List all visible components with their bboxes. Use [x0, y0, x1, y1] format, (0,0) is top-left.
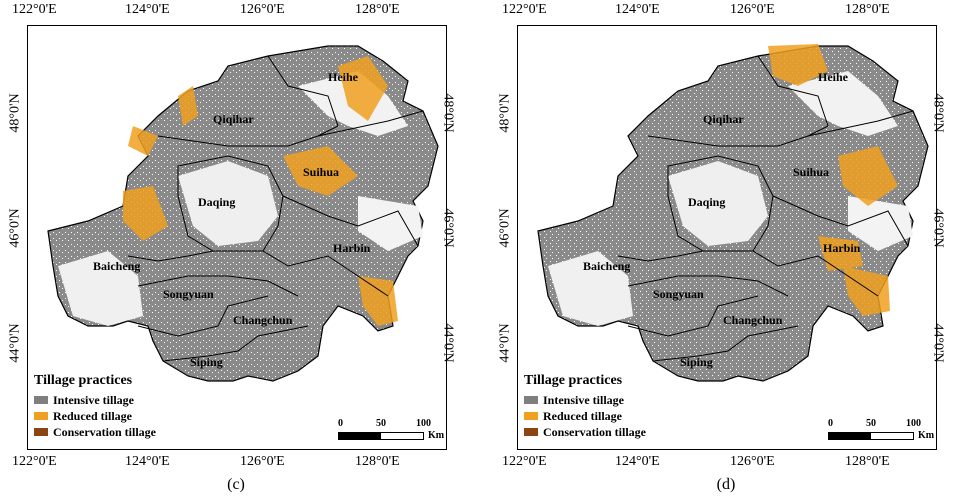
legend-item: Reduced tillage — [34, 408, 156, 424]
panel-caption: (d) — [716, 476, 736, 493]
lat-label: 44°0'N — [7, 323, 23, 363]
lon-label: 124°0'E — [615, 454, 660, 469]
city-boundaries — [127, 55, 424, 362]
lat-label: 44°0'N — [930, 323, 946, 363]
lat-label: 46°0'N — [930, 208, 946, 248]
region-label: Songyuan — [653, 287, 704, 301]
lon-label: 122°0'E — [12, 454, 57, 469]
lon-label: 128°0'E — [845, 2, 890, 17]
lon-label: 124°0'E — [615, 2, 660, 17]
lon-label: 128°0'E — [355, 454, 400, 469]
region-label: Baicheng — [93, 259, 140, 273]
panel-caption: (c) — [227, 476, 245, 493]
reduced-tillage-areas — [768, 44, 898, 316]
legend-title: Tillage practices — [34, 373, 133, 388]
lon-label: 126°0'E — [240, 2, 285, 17]
region-label: Siping — [190, 355, 223, 369]
region-label: Heihe — [818, 70, 849, 84]
legend-title: Tillage practices — [524, 373, 623, 388]
legend-item: Intensive tillage — [524, 392, 646, 408]
region-label: Harbin — [333, 241, 371, 255]
region-label: Songyuan — [163, 287, 214, 301]
lon-label: 126°0'E — [730, 2, 775, 17]
legend-item: Conservation tillage — [34, 424, 156, 440]
region-label: Qiqihar — [703, 112, 744, 126]
lon-label: 126°0'E — [240, 454, 285, 469]
lon-label: 128°0'E — [355, 2, 400, 17]
legend-item: Conservation tillage — [524, 424, 646, 440]
reduced-tillage-areas — [123, 56, 398, 326]
lat-label: 44°0'N — [440, 323, 456, 363]
region-label: Harbin — [823, 241, 861, 255]
lon-label: 122°0'E — [502, 2, 547, 17]
region-label: Daqing — [688, 195, 725, 209]
lon-label: 124°0'E — [125, 2, 170, 17]
region-label: Daqing — [198, 195, 235, 209]
region-label: Baicheng — [583, 259, 630, 273]
swatch-conservation — [524, 428, 538, 436]
lon-label: 122°0'E — [12, 2, 57, 17]
legend: Tillage practices Intensive tillage Redu… — [524, 373, 646, 440]
map-panel-d: 122°0'E 124°0'E 126°0'E 128°0'E — [497, 0, 966, 502]
lon-label: 128°0'E — [845, 454, 890, 469]
swatch-reduced — [524, 412, 538, 420]
lat-label: 46°0'N — [440, 208, 456, 248]
non-cropland — [58, 251, 143, 326]
non-cropland — [358, 196, 423, 251]
swatch-conservation — [34, 428, 48, 436]
region-label: Suihua — [303, 165, 339, 179]
legend-item: Intensive tillage — [34, 392, 156, 408]
lat-label: 48°0'N — [7, 93, 23, 133]
non-cropland — [668, 161, 768, 246]
lat-label: 46°0'N — [7, 208, 23, 248]
city-boundaries — [617, 55, 914, 362]
region-label: Changchun — [233, 313, 293, 327]
lon-label: 126°0'E — [730, 454, 775, 469]
map-panel-c: 122°0'E 124°0'E 126°0'E 128°0'E — [7, 0, 480, 502]
region-label: Siping — [680, 355, 713, 369]
region-label: Heihe — [328, 70, 359, 84]
lat-label: 48°0'N — [930, 93, 946, 133]
region-label: Qiqihar — [213, 112, 254, 126]
legend: Tillage practices Intensive tillage Redu… — [34, 373, 156, 440]
non-cropland — [848, 196, 913, 251]
lat-label: 48°0'N — [497, 93, 513, 133]
lon-label: 124°0'E — [125, 454, 170, 469]
non-cropland — [788, 71, 898, 136]
map-frame: Heihe Qiqihar Suihua Daqing Harbin Baich… — [517, 25, 937, 450]
swatch-intensive — [524, 396, 538, 404]
swatch-reduced — [34, 412, 48, 420]
region-label: Suihua — [793, 165, 829, 179]
lon-label: 122°0'E — [502, 454, 547, 469]
region-labels: Heihe Qiqihar Suihua Daqing Harbin Baich… — [93, 70, 371, 369]
lat-label: 44°0'N — [497, 323, 513, 363]
scale-bar: 0 50 100 Km — [338, 418, 445, 441]
region-labels: Heihe Qiqihar Suihua Daqing Harbin Baich… — [583, 70, 861, 369]
map-frame: Heihe Qiqihar Suihua Daqing Harbin Baich… — [27, 25, 447, 450]
region-label: Changchun — [723, 313, 783, 327]
lat-label: 46°0'N — [497, 208, 513, 248]
non-cropland — [548, 251, 633, 326]
region-map: Heihe Qiqihar Suihua Daqing Harbin Baich… — [537, 44, 929, 382]
swatch-intensive — [34, 396, 48, 404]
region-map: Heihe Qiqihar Suihua Daqing Harbin Baich… — [47, 45, 439, 382]
non-cropland — [178, 161, 278, 246]
scale-bar: 0 50 100 Km — [828, 418, 935, 441]
legend-item: Reduced tillage — [524, 408, 646, 424]
lat-label: 48°0'N — [440, 93, 456, 133]
